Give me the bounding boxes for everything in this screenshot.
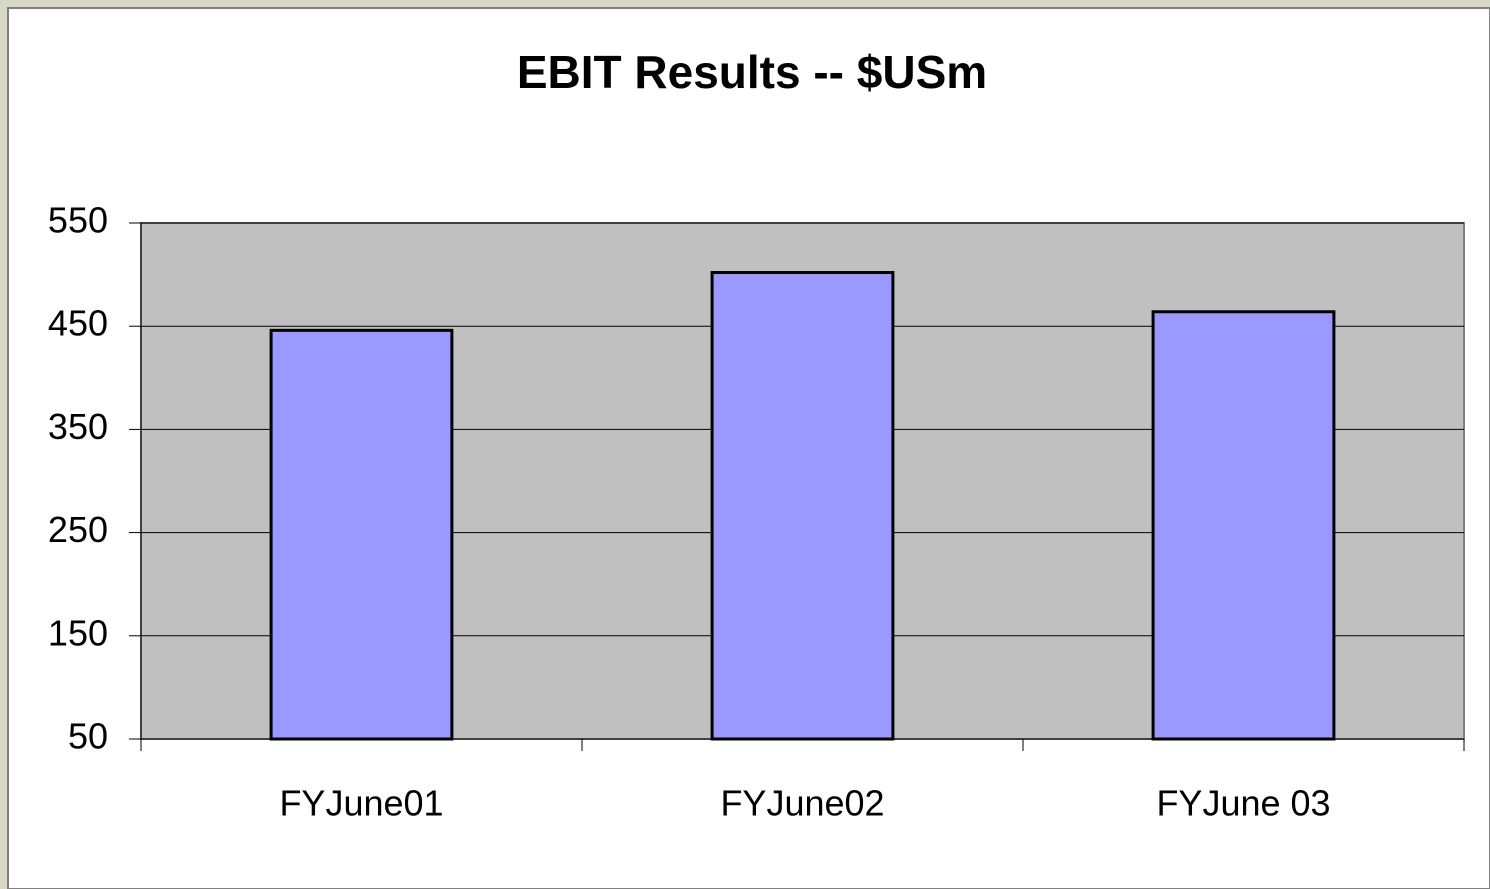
x-tick-label: FYJune02 bbox=[720, 783, 884, 824]
x-tick-label: FYJune01 bbox=[279, 783, 443, 824]
y-tick-label: 50 bbox=[68, 716, 108, 757]
y-tick-label: 450 bbox=[48, 303, 108, 344]
y-tick-label: 550 bbox=[48, 200, 108, 241]
y-tick-label: 350 bbox=[48, 406, 108, 447]
bar bbox=[269, 328, 454, 741]
bar bbox=[1151, 310, 1336, 741]
y-tick-label: 150 bbox=[48, 612, 108, 653]
bar bbox=[710, 271, 895, 741]
y-tick-label: 250 bbox=[48, 509, 108, 550]
x-tick-label: FYJune 03 bbox=[1156, 783, 1330, 824]
chart-title: EBIT Results -- $USm bbox=[517, 46, 987, 98]
